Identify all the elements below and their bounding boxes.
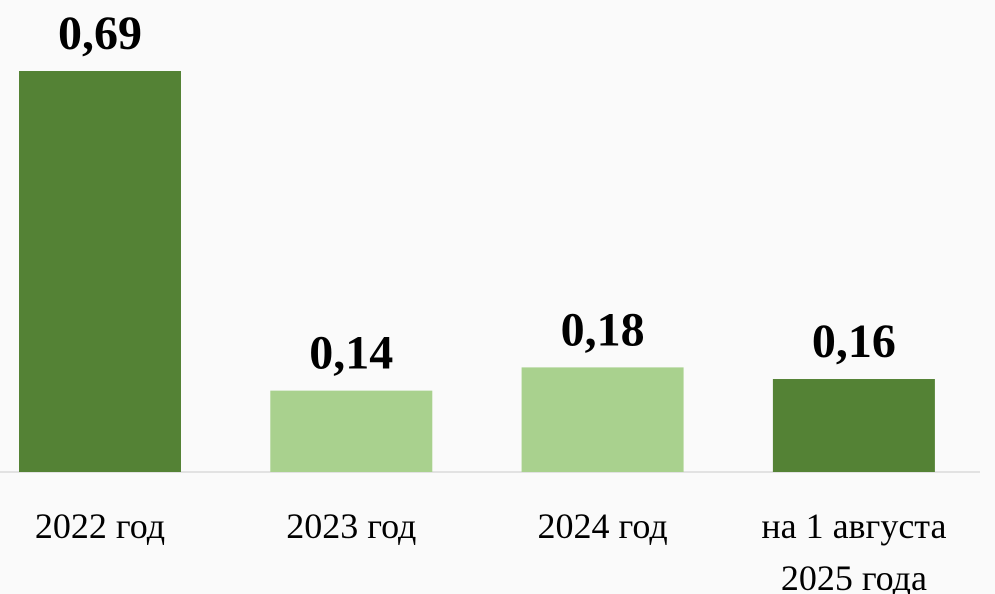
x-tick-label: 2022 год	[34, 506, 166, 546]
value-label: 0,69	[58, 7, 142, 60]
value-label: 0,16	[812, 315, 896, 368]
value-label: 0,18	[561, 303, 645, 356]
value-label: 0,14	[309, 327, 393, 380]
bar	[19, 71, 181, 472]
x-tick-label: на 1 августа 2025 года	[761, 506, 947, 594]
x-tick-label: 2023 год	[286, 506, 417, 546]
x-tick-label: 2024 год	[537, 506, 668, 546]
bar	[772, 379, 935, 472]
bar	[521, 367, 684, 472]
bar	[270, 390, 433, 472]
